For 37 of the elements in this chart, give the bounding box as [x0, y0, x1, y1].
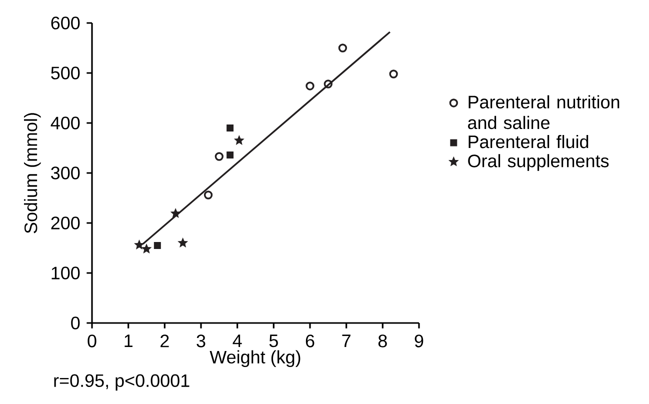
y-axis-title: Sodium (mmol) [24, 113, 41, 234]
y-tick-label: 200 [51, 216, 80, 230]
x-tick-label: 7 [342, 334, 350, 347]
point [214, 152, 224, 161]
y-tick-label: 0 [71, 316, 80, 330]
x-axis-title: Weight (kg) [210, 350, 300, 368]
legend-label: Parenteral nutrition and saline [468, 95, 620, 130]
point [178, 238, 188, 248]
point [226, 124, 234, 132]
y-tick-label: 600 [51, 16, 80, 30]
x-tick-label: 6 [306, 334, 314, 348]
point [306, 82, 314, 90]
x-tick-label: 8 [378, 334, 387, 348]
point [142, 244, 152, 254]
x-tick-label: 5 [269, 334, 278, 348]
x-tick-label: 4 [232, 334, 242, 347]
text: r=0.95, p<0.0001 [54, 374, 190, 391]
point [389, 70, 398, 78]
y-tick-label: 300 [51, 166, 80, 180]
y-tick-label: 500 [51, 66, 80, 80]
legend-label: Oral supplements [468, 154, 609, 171]
point [226, 152, 234, 158]
x-tick-label: 1 [124, 334, 132, 347]
point [154, 242, 161, 249]
x-tick-label: 0 [88, 334, 96, 348]
y-tick-label: 100 [52, 266, 80, 280]
point [134, 240, 144, 250]
point [338, 44, 348, 52]
x-tick-label: 9 [414, 334, 424, 348]
x-tick-label: 3 [196, 334, 206, 348]
legend-label: Parenteral fluid [468, 135, 588, 148]
y-tick-label: 400 [50, 116, 80, 130]
x-tick-label: 2 [160, 334, 169, 348]
point [234, 135, 244, 145]
point [204, 190, 213, 200]
point [170, 208, 180, 218]
point [324, 80, 332, 88]
